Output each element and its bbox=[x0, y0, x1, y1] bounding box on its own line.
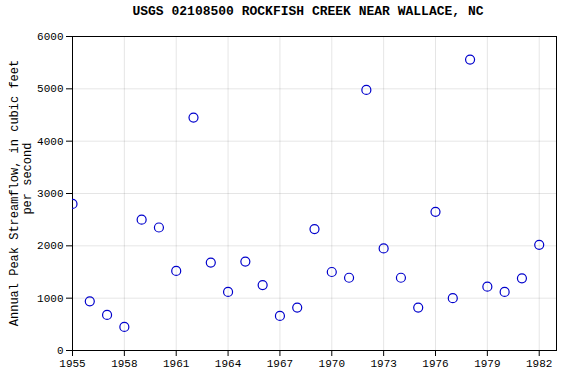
svg-text:1955: 1955 bbox=[59, 358, 85, 370]
svg-text:1979: 1979 bbox=[474, 358, 500, 370]
svg-text:2000: 2000 bbox=[37, 240, 63, 252]
svg-text:4000: 4000 bbox=[37, 136, 63, 148]
svg-text:1970: 1970 bbox=[319, 358, 345, 370]
html-text:USGS 02108500 ROCKFISH CREEK N: USGS 02108500 ROCKFISH CREEK NEAR WALLAC… bbox=[132, 4, 484, 19]
svg-text:1976: 1976 bbox=[422, 358, 448, 370]
svg-text:1958: 1958 bbox=[111, 358, 137, 370]
svg-text:3000: 3000 bbox=[37, 188, 63, 200]
svg-text:0: 0 bbox=[57, 345, 64, 357]
svg-text:1964: 1964 bbox=[215, 358, 242, 370]
svg-text:1000: 1000 bbox=[37, 293, 63, 305]
svg-text:6000: 6000 bbox=[37, 31, 63, 43]
svg-text:1967: 1967 bbox=[267, 358, 293, 370]
svg-text:1973: 1973 bbox=[370, 358, 396, 370]
svg-text:1961: 1961 bbox=[163, 358, 190, 370]
svg-text:1982: 1982 bbox=[526, 358, 552, 370]
svg-text:Annual Peak Streamflow, in cub: Annual Peak Streamflow, in cubic feet pe… bbox=[8, 60, 35, 326]
svg-text:5000: 5000 bbox=[37, 83, 63, 95]
